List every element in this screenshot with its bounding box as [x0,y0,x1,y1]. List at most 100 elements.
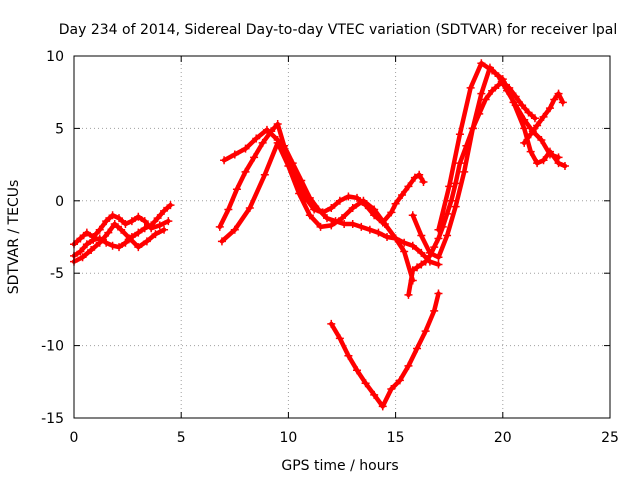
data-point [76,247,85,256]
data-point [335,196,344,205]
data-point [370,211,379,220]
data-point [455,130,464,139]
x-tick-label: 20 [494,430,512,446]
data-point [539,112,548,121]
data-point [327,319,336,328]
data-point [217,237,226,246]
series-track-3 [70,219,169,266]
chart-title: Day 234 of 2014, Sidereal Day-to-day VTE… [59,22,617,38]
data-point [273,135,282,144]
data-point [140,217,149,226]
data-point [460,167,469,176]
data-point [76,234,85,243]
data-point [348,204,357,213]
data-point [108,211,117,220]
data-point [415,170,424,179]
data-point [153,214,162,223]
data-point [140,224,149,233]
data-point [378,402,387,411]
data-point [166,201,175,210]
data-point [477,59,486,68]
data-point [430,243,439,252]
series-track-10 [520,89,567,147]
data-point [95,225,104,234]
data-point [252,134,261,143]
data-point [455,159,464,168]
data-point [327,221,336,230]
data-point [361,201,370,210]
data-point [434,253,443,262]
data-point [533,121,542,130]
data-point [413,263,422,272]
data-point [284,156,293,165]
data-point [250,153,259,162]
data-point [378,218,387,227]
data-point [301,193,310,202]
data-point [108,241,117,250]
data-point [142,237,151,246]
data-point [258,138,267,147]
y-tick-label: 5 [55,121,64,137]
data-point [134,212,143,221]
data-point [545,147,554,156]
data-point [220,156,229,165]
data-point [421,327,430,336]
data-point [387,208,396,217]
data-point [395,376,404,385]
data-point [147,221,156,230]
x-tick-label: 10 [279,430,297,446]
data-point [134,228,143,237]
data-point [524,108,533,117]
data-point [481,95,490,104]
data-point [115,243,124,252]
data-point [338,214,346,223]
data-point [417,260,426,269]
data-point [537,135,546,144]
series-line [71,221,167,264]
data-point [558,98,567,107]
x-tick-label: 15 [387,430,405,446]
data-point [310,205,319,214]
data-point [404,182,413,191]
data-point [417,248,426,257]
data-point [115,214,124,223]
data-point [82,240,91,249]
data-point [477,89,486,98]
data-series [70,59,569,411]
data-point [419,177,428,186]
data-point [434,225,443,234]
data-point [430,306,439,315]
x-tick-label: 5 [177,430,186,446]
data-point [241,167,250,176]
data-point [374,228,383,237]
data-point [554,159,563,168]
data-point [344,351,353,360]
data-point [87,246,96,255]
data-point [273,120,282,129]
data-point [292,176,301,185]
data-point [95,238,104,247]
data-point [468,124,477,133]
data-point [526,130,535,139]
data-point [78,253,87,262]
data-point [447,196,456,205]
data-point [121,219,130,228]
data-point [335,334,344,343]
data-point [488,66,497,75]
data-point [539,156,548,165]
data-point [117,225,126,234]
data-point [340,219,349,228]
data-point [520,138,529,147]
data-point [134,243,143,252]
data-point [498,75,507,84]
data-point [305,211,314,220]
data-point [387,385,396,394]
y-tick-label: 0 [55,194,64,210]
data-point [164,217,173,226]
series-track-11 [327,289,443,411]
series-line [329,291,441,409]
data-point [408,266,417,275]
data-point [230,150,239,159]
data-point [365,225,374,234]
y-tick-label: -10 [41,339,64,355]
